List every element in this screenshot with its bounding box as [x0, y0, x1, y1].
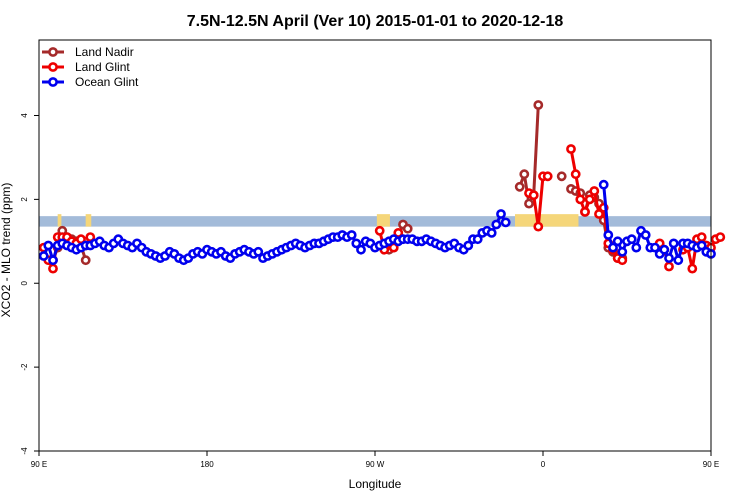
legend-label: Land Nadir [75, 45, 134, 59]
data-point [659, 244, 670, 255]
series-2 [38, 179, 716, 266]
legend-swatch-marker [48, 62, 58, 72]
ocean-band [39, 216, 711, 227]
data-point [351, 238, 362, 249]
data-point [519, 169, 530, 180]
data-point [253, 246, 264, 257]
data-point [463, 240, 474, 251]
data-point [589, 186, 600, 196]
data-point [664, 261, 674, 272]
data-point [598, 179, 609, 190]
data-point [640, 230, 651, 240]
data-point [80, 255, 91, 266]
data-point [617, 246, 628, 257]
data-point [356, 244, 366, 255]
data-point [556, 171, 567, 182]
data-point [514, 181, 525, 192]
y-tick-label: -2 [20, 363, 29, 371]
y-tick-label: 4 [20, 113, 29, 118]
legend-item: Land Nadir [42, 45, 134, 59]
data-point [570, 169, 581, 180]
data-point [668, 238, 679, 249]
y-tick-label: 0 [20, 280, 29, 285]
data-point [715, 232, 726, 242]
data-point [486, 227, 497, 238]
data-point [631, 242, 642, 253]
x-tick-label: 90 E [31, 460, 47, 469]
data-point [664, 253, 674, 263]
data-point [594, 209, 604, 219]
data-point [43, 240, 54, 251]
land-band-segment [376, 214, 390, 227]
legend-swatch-marker [48, 47, 58, 57]
data-point [542, 171, 553, 182]
legend-swatch-marker [48, 77, 58, 87]
legend-item: Land Glint [42, 60, 130, 74]
data-point [500, 217, 511, 228]
data-point [673, 255, 684, 266]
data-point [374, 225, 385, 236]
data-point [617, 255, 628, 266]
data-point [491, 219, 502, 230]
data-point [575, 194, 586, 205]
data-point [48, 255, 58, 266]
y-tick-label: -4 [20, 447, 29, 455]
data-point [496, 209, 506, 219]
legend-item: Ocean Glint [42, 75, 139, 89]
data-point [566, 144, 576, 154]
legend-label: Land Glint [75, 60, 130, 74]
data-point [696, 240, 707, 251]
data-point [48, 263, 58, 274]
data-point [524, 198, 534, 209]
data-point [626, 234, 637, 245]
data-point [472, 234, 483, 245]
x-tick-label: 0 [541, 460, 546, 469]
data-point [696, 232, 707, 242]
land-band-segment [85, 214, 92, 227]
data-point [38, 251, 49, 261]
x-tick-label: 90 W [366, 460, 385, 469]
x-tick-label: 180 [200, 460, 214, 469]
y-tick-label: 2 [20, 197, 29, 202]
data-point [402, 223, 413, 234]
data-point [580, 206, 590, 217]
data-point [612, 236, 623, 247]
land-band-segment [57, 214, 62, 227]
data-point [528, 190, 539, 201]
chart-title: 7.5N-12.5N April (Ver 10) 2015-01-01 to … [187, 13, 564, 30]
x-axis-label: Longitude [349, 477, 402, 491]
data-point [687, 263, 698, 274]
data-point [533, 221, 544, 232]
y-axis-label: XCO2 - MLO trend (ppm) [0, 183, 13, 318]
data-point [650, 242, 660, 253]
legend-label: Ocean Glint [75, 75, 139, 89]
data-point [533, 100, 544, 110]
x-tick-label: 90 E [703, 460, 719, 469]
land-band-segment [515, 214, 579, 227]
data-point [608, 242, 618, 253]
data-point [584, 194, 595, 205]
data-point [603, 230, 614, 240]
data-point [346, 230, 357, 240]
